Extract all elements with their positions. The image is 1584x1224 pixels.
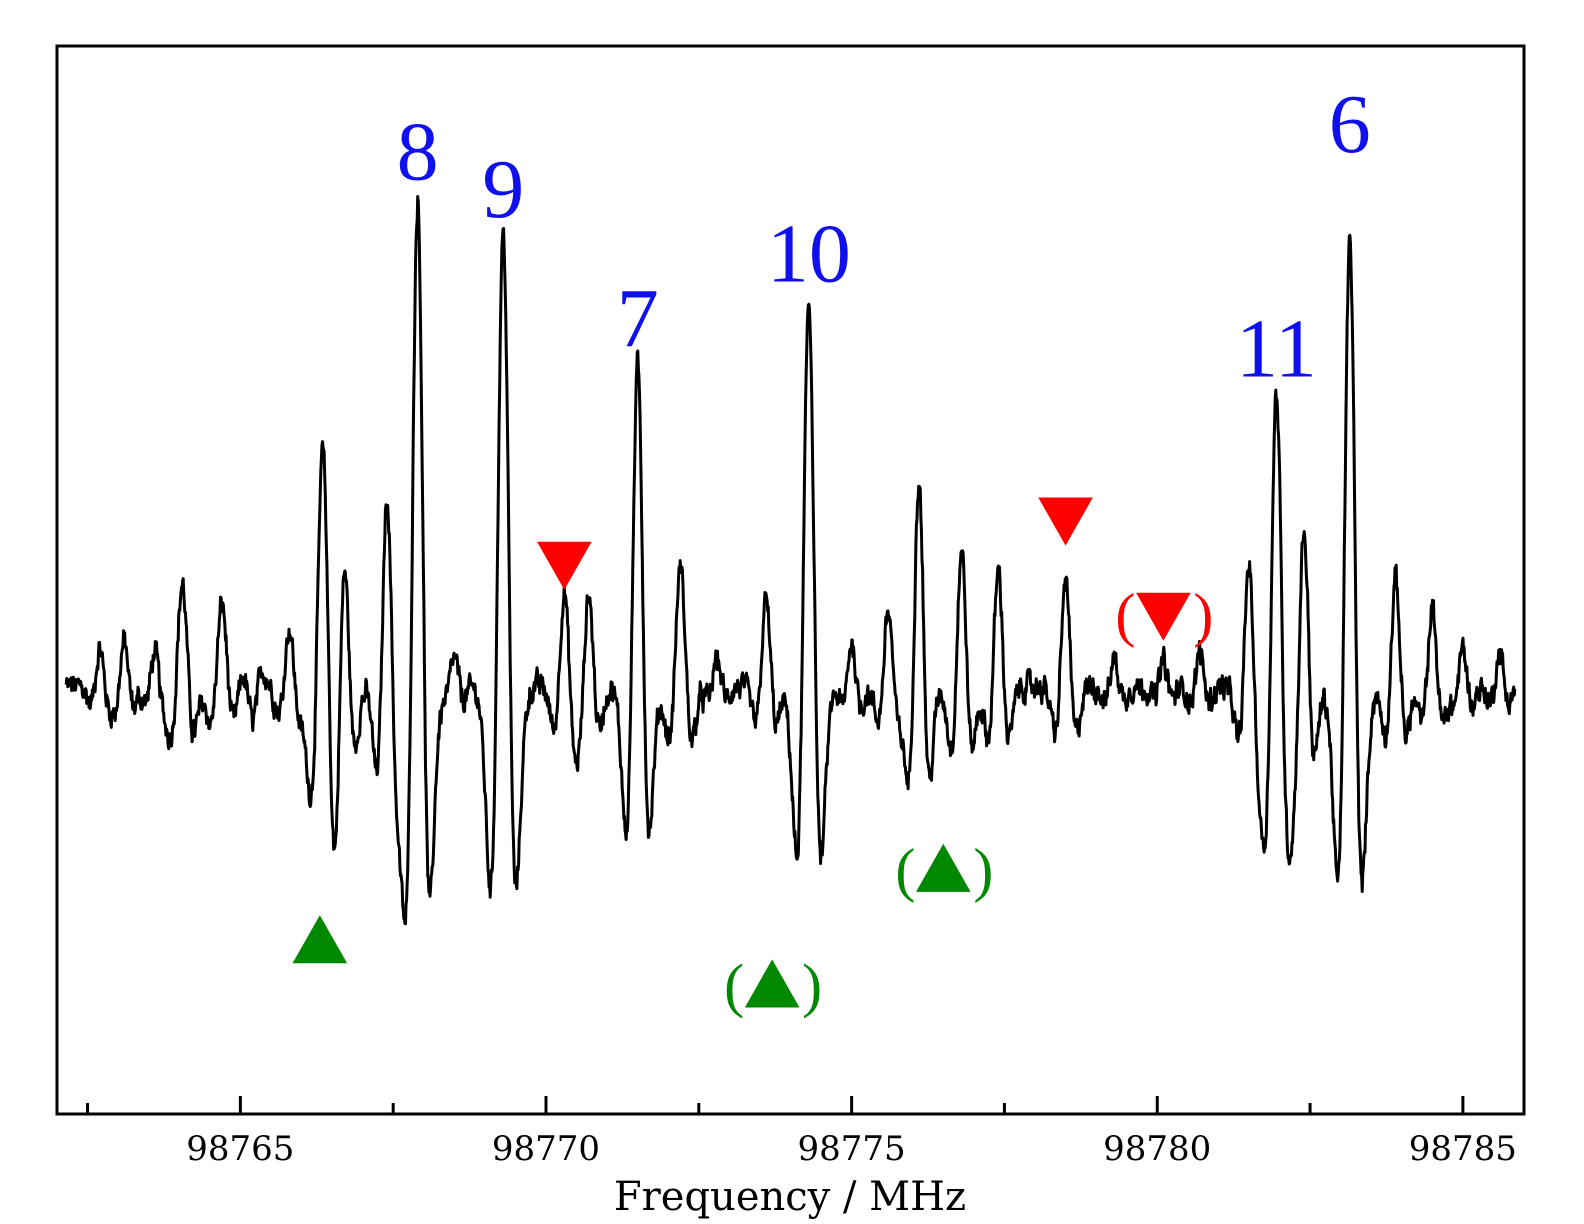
right-parenthesis: ) [1193,582,1213,648]
left-parenthesis: ( [895,837,915,903]
triangle-shape [744,959,800,1008]
x-tick-label: 98765 [186,1129,294,1169]
triangle-shape [1136,592,1191,641]
x-tick-label: 98775 [798,1129,906,1169]
x-axis-tick-labels: 98765 98770 98775 98780 98785 [186,1129,1517,1169]
peak-label: 9 [482,143,524,236]
triangle-up-marker [292,915,348,964]
left-parenthesis: ( [1115,582,1135,648]
triangle-shape [292,915,348,964]
triangle-down-marker [1038,497,1093,546]
x-axis-title: Frequency / MHz [614,1174,966,1220]
plot-frame [55,44,1526,1116]
triangle-down-marker: () [1115,582,1213,648]
right-parenthesis: ) [973,837,993,903]
x-axis-ticks [86,1096,1465,1114]
triangle-shape [537,541,592,590]
x-tick-label: 98780 [1103,1129,1211,1169]
peak-annotations: 8 97 10 11 6 [397,78,1371,395]
right-parenthesis: ) [802,952,822,1018]
plot-area [64,195,1517,926]
peak-label: 10 [767,207,851,300]
peak-label: 7 [617,272,659,365]
peak-label: 8 [397,105,439,198]
left-parenthesis: ( [724,952,744,1018]
line-markers: ()()() [292,497,1213,1018]
triangle-up-marker: () [724,952,822,1018]
triangle-up-marker: () [895,837,993,903]
x-tick-label: 98785 [1409,1129,1517,1169]
x-tick-label: 98770 [492,1129,600,1169]
triangle-shape [1038,497,1093,546]
triangle-down-marker [537,541,592,590]
triangle-shape [916,843,971,892]
spectrum-line [64,195,1517,926]
peak-label: 11 [1236,303,1317,396]
peak-label: 6 [1329,78,1371,171]
